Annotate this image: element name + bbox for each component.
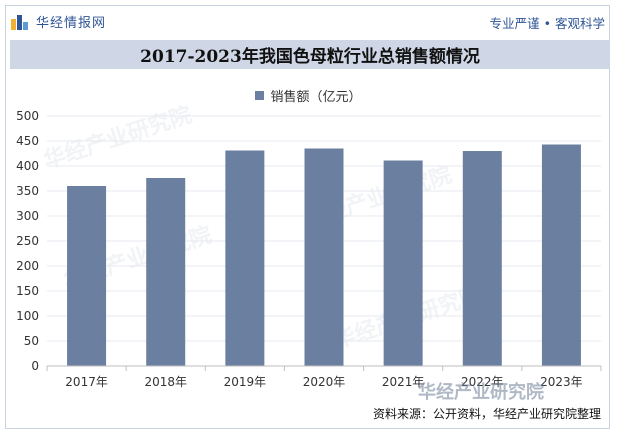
y-tick-label: 50 xyxy=(24,334,39,348)
x-tick-label: 2020年 xyxy=(303,375,346,389)
bar-3 xyxy=(225,150,265,366)
y-tick-label: 100 xyxy=(16,309,39,323)
bar-7 xyxy=(541,144,581,366)
x-tick-label: 2017年 xyxy=(65,375,108,389)
x-tick-label: 2019年 xyxy=(224,375,267,389)
brand: 华经情报网 xyxy=(10,12,106,31)
y-tick-label: 200 xyxy=(16,259,39,273)
legend-label: 销售额（亿元） xyxy=(270,90,362,105)
y-axis: 0 50 100 150 200 250 300 350 400 450 500 xyxy=(16,109,39,373)
y-tick-label: 150 xyxy=(16,284,39,298)
y-tick-label: 0 xyxy=(31,359,39,373)
x-axis: 2017年 2018年 2019年 2020年 2021年 2022年 2023年 xyxy=(46,365,602,389)
brand-logo-icon xyxy=(11,14,28,30)
x-tick-label: 2018年 xyxy=(144,375,187,389)
bars xyxy=(67,144,581,366)
title-bar: 2017-2023年我国色母粒行业总销售额情况 xyxy=(10,40,610,69)
chart-title: 2017-2023年我国色母粒行业总销售额情况 xyxy=(140,47,480,67)
y-tick-label: 250 xyxy=(16,234,39,248)
header: 华经情报网 专业严谨 • 客观科学 xyxy=(10,12,605,32)
bar-2 xyxy=(146,178,186,366)
bar-5 xyxy=(383,160,423,366)
x-tick-label: 2022年 xyxy=(461,375,504,389)
brand-name: 华经情报网 xyxy=(36,16,107,31)
slogan: 专业严谨 • 客观科学 xyxy=(489,16,605,31)
y-tick-label: 450 xyxy=(16,134,39,148)
y-tick-label: 400 xyxy=(16,159,39,173)
legend-swatch xyxy=(255,91,265,100)
bar-1 xyxy=(67,186,107,366)
corner-watermark: 华经产业研究院 xyxy=(418,382,544,403)
x-tick-label: 2021年 xyxy=(382,375,425,389)
source-note: 资料来源：公开资料，华经产业研究院整理 xyxy=(372,407,601,421)
y-tick-label: 350 xyxy=(16,184,39,198)
legend: 销售额（亿元） xyxy=(0,86,617,105)
x-tick-label: 2023年 xyxy=(540,375,583,389)
y-tick-label: 300 xyxy=(16,209,39,223)
bar-4 xyxy=(304,148,344,366)
bar-6 xyxy=(462,151,502,366)
y-tick-label: 500 xyxy=(16,109,39,123)
